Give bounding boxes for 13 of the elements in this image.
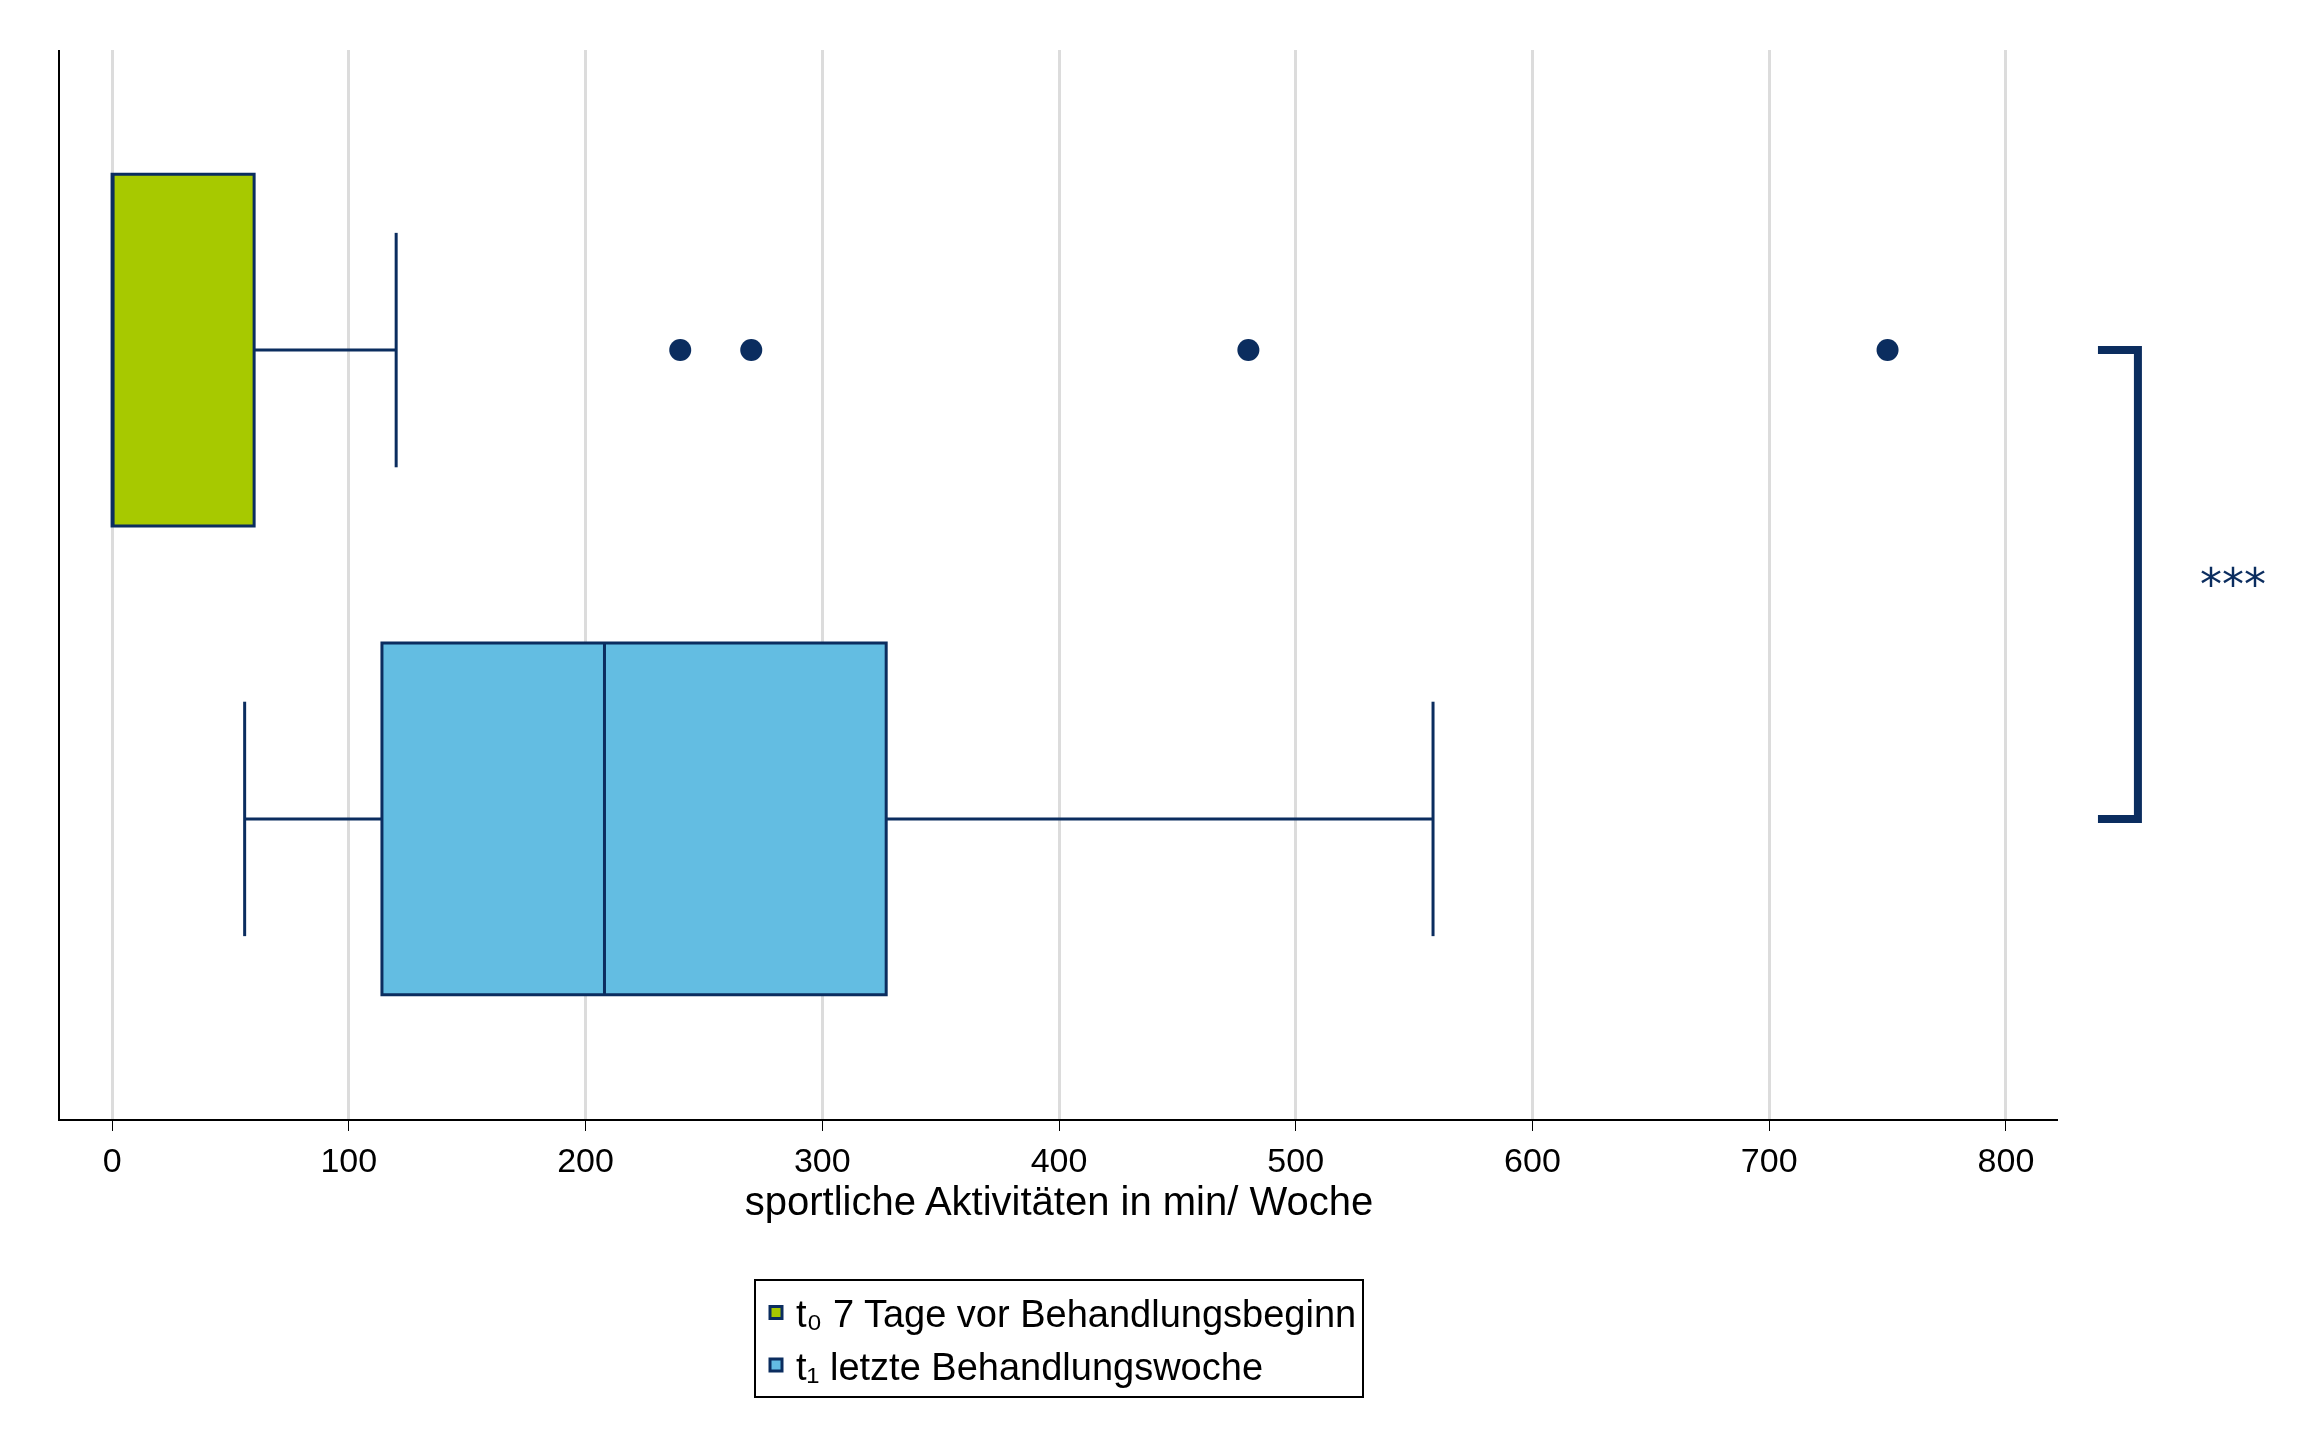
x-tick-label: 0 (102, 1140, 122, 1179)
x-axis-title: sportliche Aktivitäten in min/ Woche (744, 1178, 1374, 1223)
text: *** (2200, 559, 2266, 610)
x-tick-label: 400 (1030, 1140, 1088, 1179)
legend-label: t₁ letzte Behandlungswoche (796, 1345, 1264, 1388)
x-tick-label: 800 (1977, 1140, 2035, 1179)
legend-label: t₀ 7 Tage vor Behandlungsbeginn (796, 1293, 1357, 1336)
x-tick-label: 600 (1504, 1140, 1561, 1179)
x-tick-label: 200 (557, 1140, 614, 1179)
x-tick-label: 700 (1740, 1140, 1798, 1179)
x-tick-label: 100 (320, 1140, 378, 1179)
x-tick-label: 500 (1267, 1140, 1325, 1179)
x-tick-label: 300 (793, 1140, 851, 1179)
